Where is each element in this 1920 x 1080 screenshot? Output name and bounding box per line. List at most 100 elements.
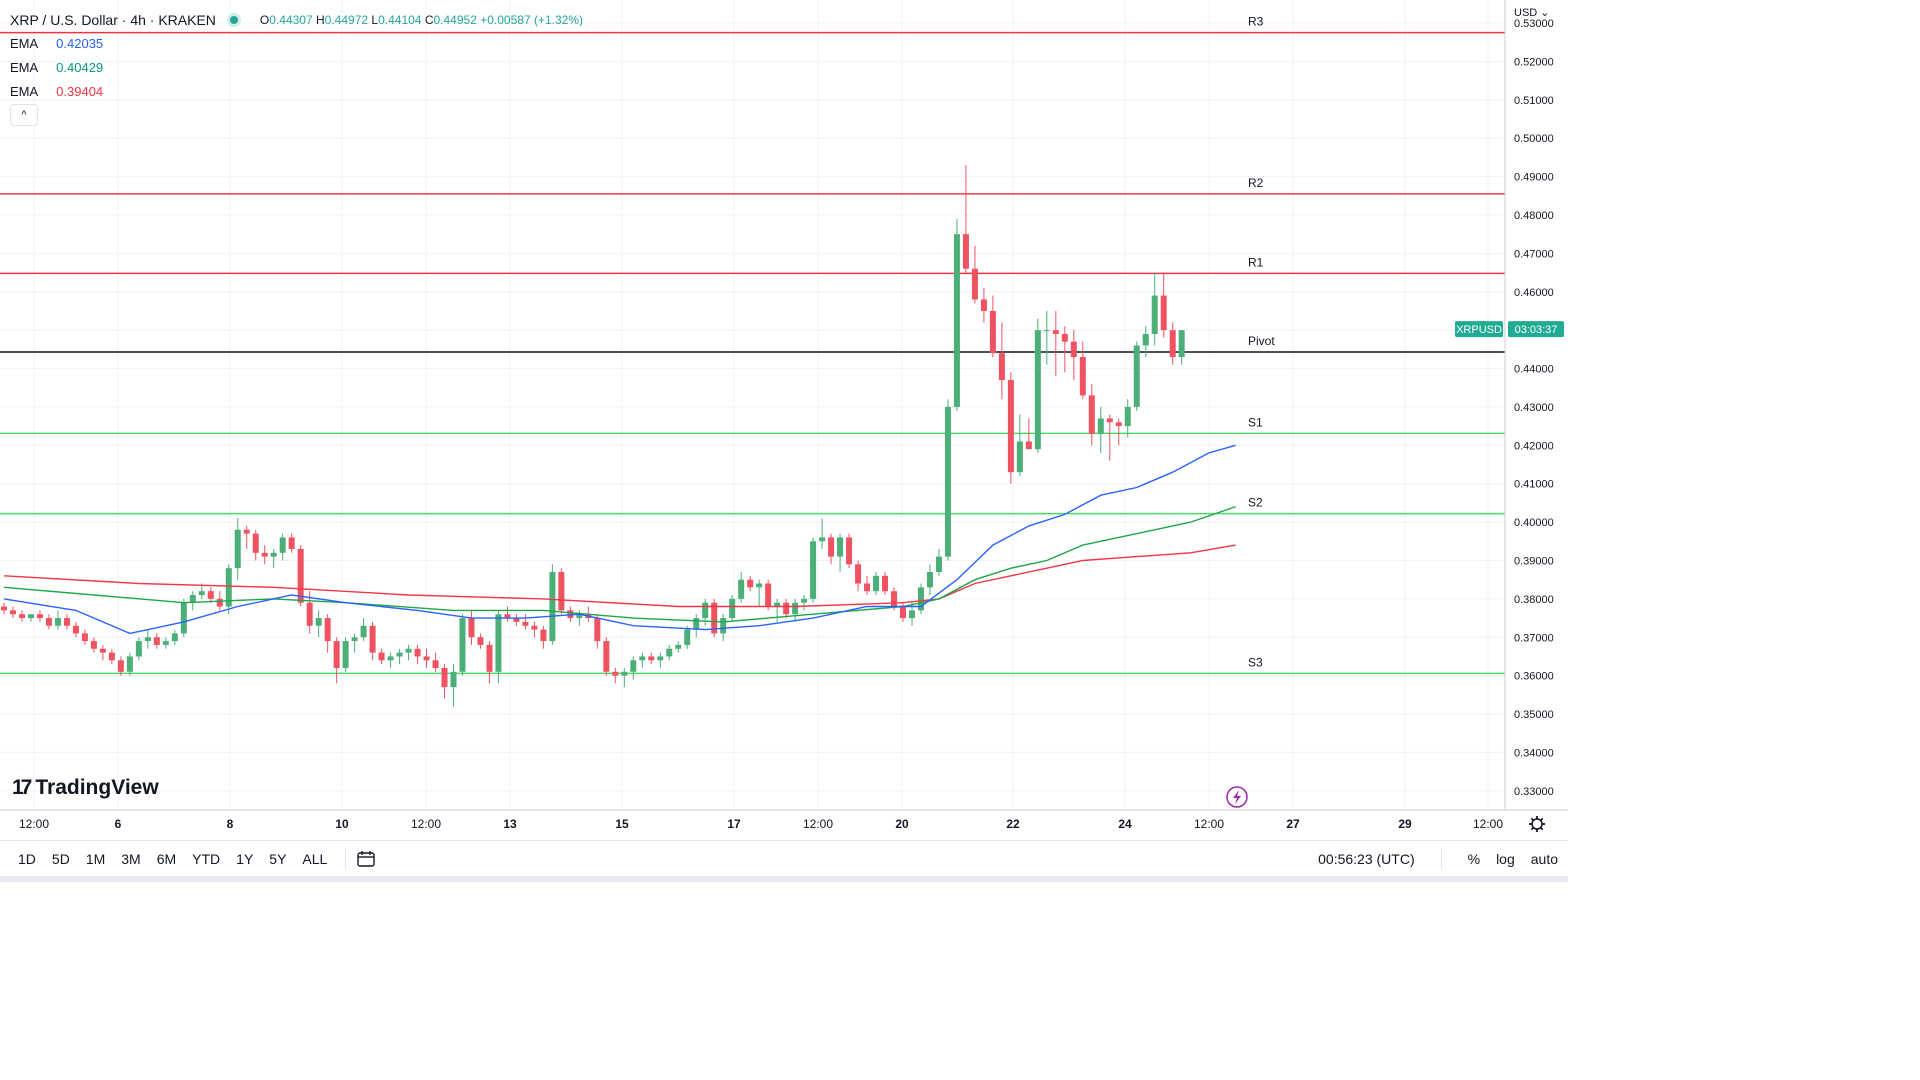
candle-body <box>414 648 421 657</box>
range-1m[interactable]: 1M <box>85 851 106 867</box>
candle-body <box>917 587 924 611</box>
candle-body <box>693 618 700 630</box>
range-1y[interactable]: 1Y <box>236 851 254 867</box>
indicator-ema-3[interactable]: EMA 0.39404 <box>10 80 583 104</box>
pivot-levels: R3 R2 R1 Pivot S1 S2 S3 <box>0 15 1505 675</box>
symbol-tag[interactable] <box>1455 321 1503 338</box>
candle-body <box>846 537 853 565</box>
range-5d[interactable]: 5D <box>51 851 70 867</box>
candle-body <box>998 353 1005 381</box>
candle-body <box>774 602 781 607</box>
x-tick-label: 12:00 <box>1194 817 1224 831</box>
candle-body <box>1178 330 1185 358</box>
ema-fast-line <box>3 444 1236 635</box>
candle-body <box>873 575 880 592</box>
x-tick-label: 12:00 <box>411 817 441 831</box>
x-tick-label: 27 <box>1286 817 1300 831</box>
candle-body <box>288 537 295 549</box>
currency-selector[interactable]: USD ⌄ <box>1514 7 1550 19</box>
level-label-s1: S1 <box>1248 415 1263 429</box>
candle-body <box>926 571 933 588</box>
symbol-row[interactable]: XRP / U.S. Dollar · 4h · KRAKEN O0.44307… <box>10 8 583 32</box>
bottom-toolbar: 1D 5D 1M 3M 6M YTD 1Y 5Y ALL 00:56:23 (U… <box>0 840 1568 877</box>
y-tick-label: 0.53000 <box>1514 18 1554 30</box>
range-ytd[interactable]: YTD <box>192 851 221 867</box>
range-all[interactable]: ALL <box>302 851 328 867</box>
candle-body <box>63 618 70 626</box>
candle-body <box>971 268 978 300</box>
x-tick-label: 12:00 <box>803 817 833 831</box>
candle-body <box>944 406 951 557</box>
x-tick-label: 22 <box>1006 817 1020 831</box>
range-5y[interactable]: 5Y <box>269 851 287 867</box>
calendar-range-icon[interactable] <box>356 850 376 868</box>
candle-body <box>513 618 520 622</box>
logo-text: TradingView <box>35 776 159 799</box>
gear-icon-tooth <box>1539 826 1544 831</box>
candle-body <box>234 529 241 569</box>
lightning-icon-bolt <box>1233 790 1241 804</box>
candle-body <box>1169 330 1176 358</box>
range-6m[interactable]: 6M <box>156 851 177 867</box>
open-value: 0.44307 <box>269 13 313 27</box>
candle-body <box>1160 295 1167 331</box>
candle-body <box>504 614 511 619</box>
low-value: 0.44104 <box>378 13 422 27</box>
candle-body <box>432 660 439 668</box>
candle-body <box>1070 341 1077 358</box>
candle-body <box>639 656 646 661</box>
candle-body <box>1034 330 1041 450</box>
candle-body <box>1061 333 1068 342</box>
candle-body <box>315 618 322 626</box>
candle-body <box>1124 406 1131 427</box>
collapse-legend-button[interactable]: ^ <box>10 104 38 126</box>
indicator-ema-1[interactable]: EMA 0.42035 <box>10 32 583 56</box>
candle-body <box>675 644 682 649</box>
candle-body <box>468 618 475 638</box>
y-tick-label: 0.42000 <box>1514 440 1554 452</box>
gear-icon[interactable] <box>1529 816 1545 832</box>
x-tick-label: 12:00 <box>19 817 49 831</box>
candle-body <box>549 571 556 642</box>
candle-body <box>351 637 358 642</box>
ema-lines <box>3 444 1236 635</box>
log-scale-toggle[interactable]: log <box>1496 851 1515 867</box>
level-label-s3: S3 <box>1248 655 1263 669</box>
candle-body <box>953 234 960 407</box>
percent-scale-toggle[interactable]: % <box>1467 851 1481 867</box>
candle-body <box>423 656 430 661</box>
candle-body <box>1079 357 1086 396</box>
toolbar-divider <box>345 849 347 869</box>
candle-body <box>1151 295 1158 334</box>
indicator-label: EMA <box>10 36 39 51</box>
y-tick-label: 0.48000 <box>1514 210 1554 222</box>
tradingview-logo[interactable]: 17 TradingView <box>12 776 159 800</box>
candle-body <box>441 667 448 688</box>
candle-body <box>702 602 709 619</box>
candle-body <box>612 671 619 676</box>
auto-scale-toggle[interactable]: auto <box>1530 851 1558 867</box>
candle-body <box>243 529 250 534</box>
ohlc-values: O0.44307 H0.44972 L0.44104 C0.44952 +0.0… <box>259 13 583 27</box>
candle-body <box>891 591 898 607</box>
candle-body <box>531 625 538 630</box>
candle-body <box>819 537 826 542</box>
candle-body <box>648 656 655 661</box>
candle-body <box>657 656 664 661</box>
utc-clock[interactable]: 00:56:23 (UTC) <box>1318 851 1415 867</box>
x-tick-label: 24 <box>1118 817 1132 831</box>
candle-body <box>864 583 871 592</box>
y-tick-label: 0.52000 <box>1514 56 1554 68</box>
gear-icon-tooth <box>1539 817 1544 822</box>
candle-body <box>1052 330 1059 334</box>
candle-body <box>522 621 529 626</box>
lightning-icon[interactable] <box>1226 786 1248 808</box>
candle-body <box>450 671 457 688</box>
indicator-ema-2[interactable]: EMA 0.40429 <box>10 56 583 80</box>
range-1d[interactable]: 1D <box>18 851 36 867</box>
symbol-title[interactable]: XRP / U.S. Dollar · 4h · KRAKEN <box>10 12 216 28</box>
y-tick-label: 0.34000 <box>1514 747 1554 759</box>
range-3m[interactable]: 3M <box>121 851 141 867</box>
candle-body <box>27 614 34 619</box>
